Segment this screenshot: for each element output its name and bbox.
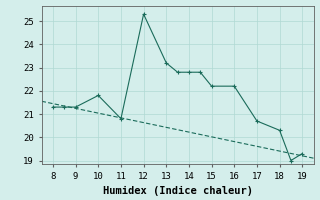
X-axis label: Humidex (Indice chaleur): Humidex (Indice chaleur) bbox=[103, 186, 252, 196]
